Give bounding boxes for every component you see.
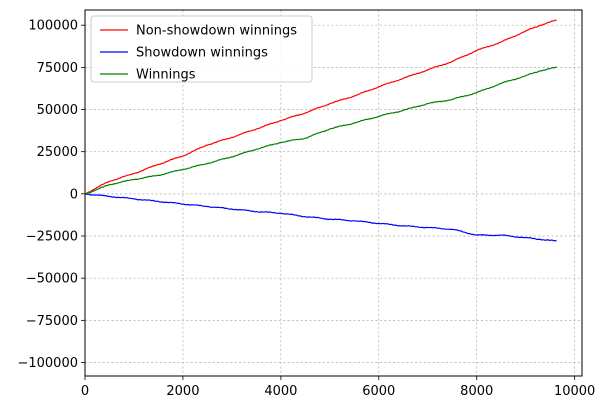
x-tick-label: 4000 [264,384,297,399]
x-tick-label: 10000 [554,384,595,399]
legend: Non-showdown winnings Showdown winnings Wi… [90,15,313,83]
series-layer [84,19,557,242]
legend-label: Non-showdown winnings [136,24,297,39]
y-tick-label: −50000 [26,272,78,287]
y-tick-label: 75000 [37,61,78,76]
plot-frame [84,9,583,377]
legend-label: Showdown winnings [136,46,268,61]
y-tick-label: 100000 [28,19,78,34]
tick-layer: 0 2000 4000 6000 8000 10000 −100000 −75000 −5000… [17,19,595,399]
y-tick-label: 0 [70,187,78,202]
y-tick-label: 50000 [37,103,78,118]
y-tick-label: −25000 [26,230,78,245]
x-tick-label: 8000 [460,384,493,399]
series-line-2 [84,66,557,195]
grid-layer [84,10,582,376]
y-tick-label: −75000 [26,314,78,329]
x-tick-label: 0 [81,384,89,399]
legend-box [90,15,313,83]
y-tick-label: 25000 [37,145,78,160]
x-tick-label: 6000 [362,384,395,399]
series-line-0 [84,19,557,195]
series-line-1 [84,193,557,242]
legend-label: Winnings [136,68,196,83]
y-tick-label: −100000 [17,356,78,371]
x-tick-label: 2000 [166,384,199,399]
